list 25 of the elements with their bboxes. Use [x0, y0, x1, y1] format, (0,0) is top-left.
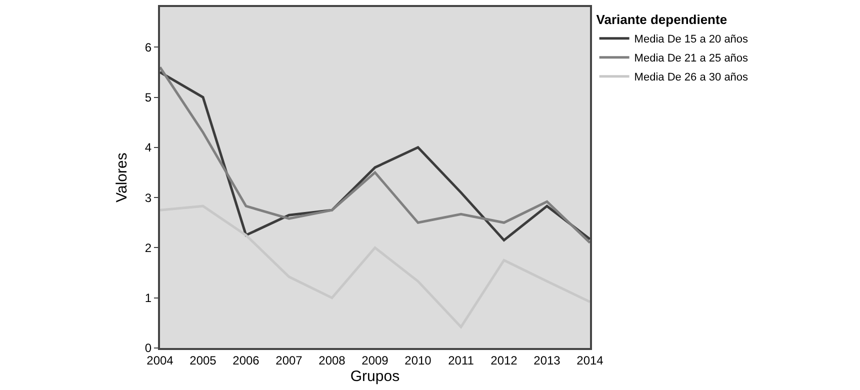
y-tick-label: 2 — [144, 240, 152, 255]
x-tick-label: 2011 — [448, 353, 474, 368]
x-tick-label: 2004 — [146, 353, 174, 368]
x-tick-label: 2013 — [534, 353, 561, 368]
legend-label: Media De 21 a 25 años — [634, 52, 749, 65]
line-series — [160, 204, 590, 328]
y-tick-label: 3 — [144, 190, 152, 205]
x-tick-label: 2009 — [362, 353, 389, 368]
x-tick-label: 2014 — [576, 353, 604, 368]
y-tick-label: 5 — [144, 90, 152, 104]
x-tick-label: 2012 — [490, 353, 518, 368]
x-tick-label: 2007 — [276, 353, 303, 368]
legend-title: Variante dependiente — [596, 12, 728, 27]
y-tick-label: 0 — [144, 341, 152, 356]
y-tick-label: 6 — [144, 40, 152, 54]
y-tick-label: 4 — [144, 140, 152, 155]
x-axis-title: Grupos — [350, 368, 400, 385]
x-tick-label: 2006 — [232, 353, 260, 368]
x-tick-label: 2005 — [190, 353, 217, 368]
x-tick-label: 2010 — [404, 353, 432, 368]
y-tick-label: 1 — [144, 291, 152, 306]
legend-label: Media De 26 a 30 años — [634, 72, 749, 84]
x-tick-label: 2008 — [318, 353, 346, 368]
y-axis-title: Valores — [114, 152, 131, 202]
legend-label: Media De 15 a 20 años — [634, 34, 749, 46]
